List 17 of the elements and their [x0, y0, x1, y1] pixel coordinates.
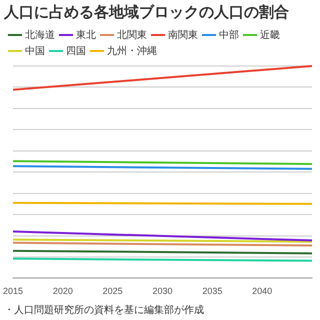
legend-label: 中国 [25, 44, 45, 57]
x-tick-label: 2030 [152, 286, 173, 296]
legend-label: 北海道 [25, 28, 55, 41]
legend-label: 九州・沖縄 [107, 44, 157, 57]
legend-label: 四国 [66, 46, 86, 57]
legend-label: 中部 [219, 28, 239, 41]
x-tick-label: 2025 [102, 286, 123, 296]
text: ・人口問題研究所の資料を基に編集部が作成 [4, 304, 204, 316]
x-tick-label: 2015 [2, 286, 24, 296]
legend-label: 南関東 [168, 28, 198, 41]
x-tick-label: 2020 [52, 286, 73, 296]
x-tick-label: 2040 [252, 286, 272, 296]
chart-title: 人口に占める各地域ブロックの人口の割合 [3, 4, 289, 22]
legend-label: 北関東 [117, 28, 147, 41]
legend-label: 東北 [76, 28, 96, 41]
x-tick-label: 2035 [202, 286, 222, 296]
legend-label: 近畿 [260, 28, 280, 41]
